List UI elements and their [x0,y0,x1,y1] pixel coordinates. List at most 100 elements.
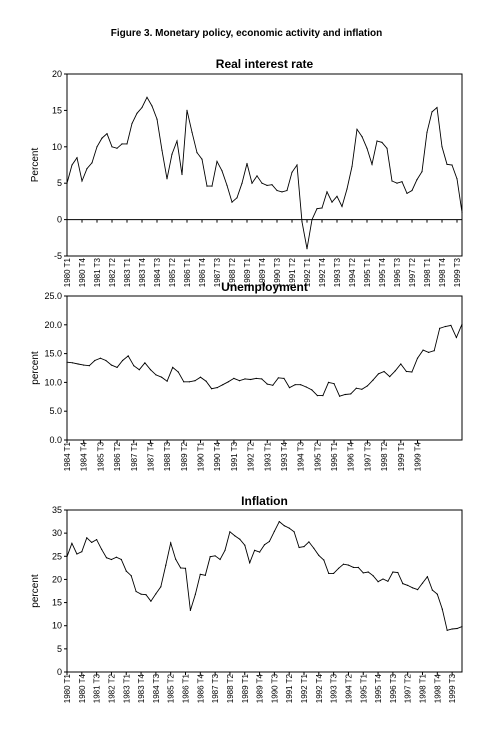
data-point [416,357,419,359]
x-tick-label: 1997 T2 [404,673,413,703]
data-point [221,170,223,172]
plot-area-border [66,73,463,257]
x-tick-label: 1983 T1 [122,673,131,703]
x-tick-label: 1984 T3 [152,673,161,703]
x-tick-label: 1992 T4 [315,673,324,703]
data-point [249,562,251,564]
data-point [141,106,143,109]
data-point [145,594,147,596]
data-point [405,370,407,373]
x-tick-label: 1996 T3 [393,257,402,287]
data-point [273,530,275,532]
data-point [401,181,403,183]
data-point [441,608,443,610]
data-point [451,628,453,630]
data-point [244,378,246,380]
data-point [301,221,303,223]
data-point [341,205,343,208]
data-point [366,385,368,387]
data-point [263,544,266,546]
data-point [392,571,394,573]
data-point [171,153,173,155]
data-point [66,182,68,184]
x-tick-label: 1997 T2 [408,257,417,287]
x-tick-label: 1995 T1 [359,673,368,703]
data-point [326,191,328,193]
data-point [328,572,330,575]
data-point [446,163,448,165]
data-point [226,184,228,186]
data-point [181,173,183,176]
data-point [451,164,453,166]
data-point [238,380,241,382]
x-tick-label: 1990 T4 [213,441,222,471]
x-tick-label: 1986 T2 [113,441,122,471]
data-point [361,136,363,138]
data-point [344,393,346,396]
data-point [105,557,108,559]
y-tick-label: 10 [52,621,62,631]
data-point [411,189,413,192]
y-tick-label: 15.0 [44,349,62,359]
y-tick-label: 5.0 [49,406,62,416]
data-point [155,593,157,595]
chart-title: Inflation [241,494,288,508]
data-point [71,542,73,544]
y-axis-label: Percent [30,148,41,183]
chart-1: Real interest rate -5 0 5 10 15 20 Percent 1980 … [30,57,463,287]
x-tick-label: 1995 T4 [378,257,387,287]
data-point [372,575,374,577]
data-point [417,589,419,591]
data-point [383,370,385,373]
data-point [214,555,216,557]
data-point [130,575,132,577]
data-point [161,376,163,378]
y-tick-label: 15 [52,105,62,115]
x-tick-label: 1988 T3 [163,441,172,471]
data-point [116,147,118,149]
data-point [222,384,224,386]
x-tick-label: 1993 T1 [263,441,272,471]
y-axis-label: percent [30,574,41,608]
data-point [350,393,352,395]
data-point [308,541,310,543]
data-point [216,160,218,162]
data-point [339,395,341,397]
data-point [86,537,88,539]
data-point [336,195,338,197]
data-point [110,364,113,366]
data-point [184,567,187,569]
x-tick-label: 1987 T3 [211,673,220,703]
data-point [186,109,188,111]
data-point [194,380,196,382]
data-point [140,593,142,595]
data-point [111,146,113,148]
data-point [236,197,238,199]
data-point [231,201,233,203]
data-point [161,149,163,151]
data-point [316,208,318,210]
data-point [311,389,313,391]
y-tick-label: 20.0 [44,320,62,330]
data-point [201,158,203,160]
chart-2: Unemployment 0.0 5.0 10.0 15.0 20.0 25.0 percen… [30,280,463,471]
x-tick-label: 1996 T4 [347,441,356,471]
data-point [115,556,117,558]
data-point [91,162,93,164]
data-point [266,383,268,385]
data-point [227,381,229,383]
data-point [376,140,378,142]
data-point [400,363,402,365]
x-tick-label: 1994 T3 [297,441,306,471]
data-point [122,359,124,362]
data-point [254,549,256,551]
data-point [125,570,127,572]
data-point [351,165,353,168]
series-line [66,520,463,631]
data-point [391,180,393,182]
data-point [101,548,103,550]
data-point [194,593,196,595]
data-point [259,551,261,553]
data-point [191,131,193,133]
x-tick-label: 1992 T4 [318,257,327,287]
